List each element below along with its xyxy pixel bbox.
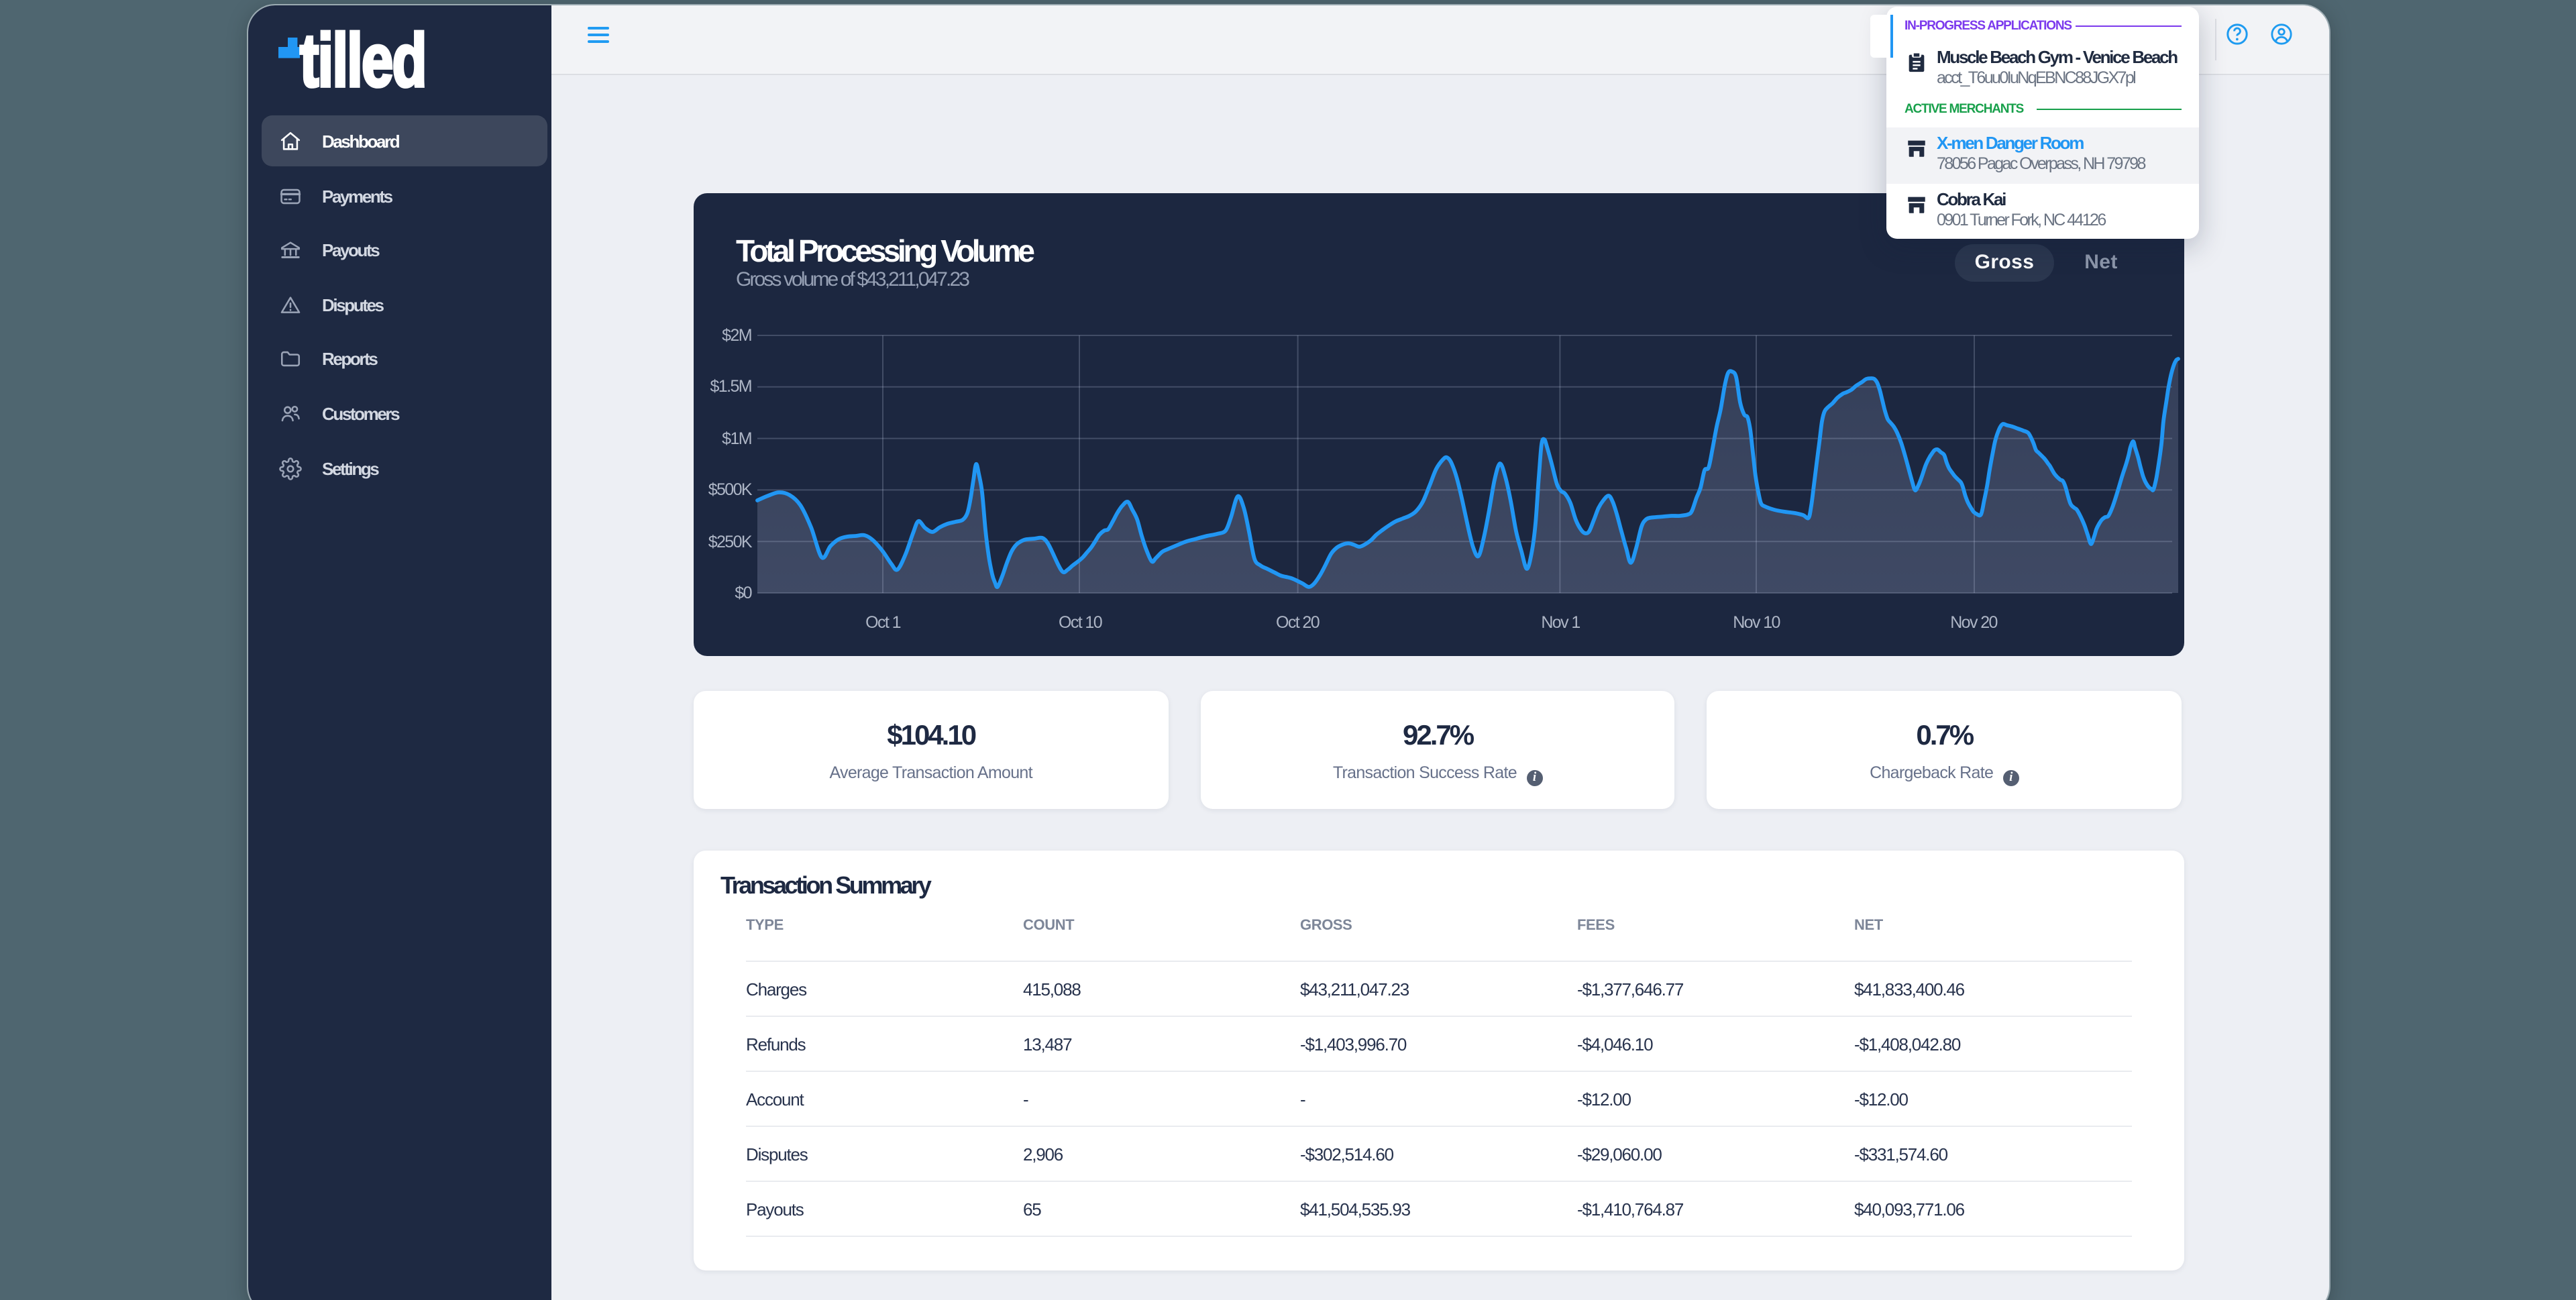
svg-text:tilled: tilled [300,28,426,95]
